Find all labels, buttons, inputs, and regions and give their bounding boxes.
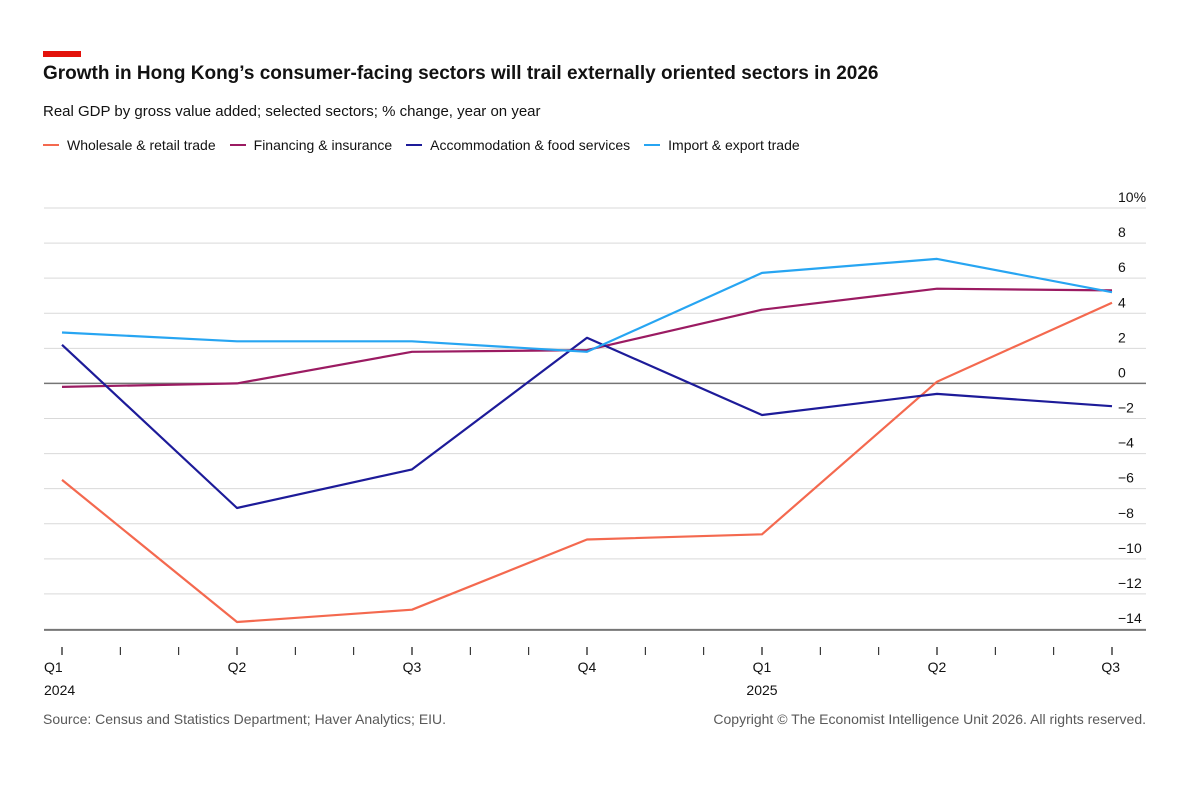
legend-swatch bbox=[406, 144, 423, 146]
y-tick-label: −2 bbox=[1118, 400, 1134, 416]
x-tick-label: Q3 bbox=[1101, 659, 1120, 675]
y-tick-label: 0 bbox=[1118, 364, 1126, 380]
y-tick-label: 2 bbox=[1118, 329, 1126, 345]
y-tick-label: −6 bbox=[1118, 470, 1134, 486]
x-tick-year-label: 2025 bbox=[746, 682, 777, 698]
y-tick-label: −14 bbox=[1118, 610, 1142, 626]
x-tick-label: Q3 bbox=[403, 659, 422, 675]
legend-swatch bbox=[644, 144, 661, 146]
y-axis-ticks: 10% 8 6 4 2 0 −2 −4 −6 −8 −10 −12 −14 bbox=[1118, 189, 1146, 626]
legend-label: Import & export trade bbox=[668, 137, 800, 153]
legend-item: Import & export trade bbox=[644, 137, 800, 153]
legend-label: Wholesale & retail trade bbox=[67, 137, 216, 153]
y-tick-label: −10 bbox=[1118, 540, 1142, 556]
legend-item: Financing & insurance bbox=[229, 137, 393, 153]
y-tick-label: −12 bbox=[1118, 575, 1142, 591]
source-note: Source: Census and Statistics Department… bbox=[43, 711, 447, 727]
y-tick-label: 8 bbox=[1118, 224, 1126, 240]
copyright-note: Copyright © The Economist Intelligence U… bbox=[713, 711, 1146, 727]
accent-bar bbox=[43, 51, 81, 57]
series-line-financing-insurance bbox=[61, 287, 1113, 388]
legend-label: Accommodation & food services bbox=[430, 137, 631, 153]
x-tick-label: Q1 bbox=[44, 659, 63, 675]
y-tick-label: 6 bbox=[1118, 259, 1126, 275]
x-tick-year-label: 2024 bbox=[44, 682, 75, 698]
legend-item: Wholesale & retail trade bbox=[43, 137, 216, 153]
x-tick-label: Q4 bbox=[578, 659, 597, 675]
x-tick-label: Q1 bbox=[753, 659, 772, 675]
series-line-import-export-trade bbox=[61, 257, 1113, 353]
y-tick-label: 10% bbox=[1118, 189, 1146, 205]
gridlines bbox=[44, 207, 1146, 631]
y-tick-label: 4 bbox=[1118, 294, 1126, 310]
series-lines bbox=[61, 257, 1113, 624]
series-line-wholesale-retail-trade bbox=[61, 301, 1113, 624]
x-axis-ticks: Q1 2024 Q2 Q3 Q4 Q1 2025 Q2 Q3 bbox=[44, 647, 1120, 698]
chart-subtitle: Real GDP by gross value added; selected … bbox=[43, 103, 541, 120]
series-line-accommodation-food-services bbox=[61, 336, 1113, 510]
chart-title: Growth in Hong Kong’s consumer-facing se… bbox=[43, 63, 879, 84]
y-tick-label: −4 bbox=[1118, 435, 1134, 451]
legend-swatch bbox=[43, 144, 59, 146]
legend-item: Accommodation & food services bbox=[406, 137, 630, 153]
y-tick-label: −8 bbox=[1118, 505, 1134, 521]
legend: Wholesale & retail trade Financing & insu… bbox=[43, 137, 814, 153]
x-tick-label: Q2 bbox=[928, 659, 947, 675]
legend-swatch bbox=[229, 144, 246, 146]
x-tick-label: Q2 bbox=[228, 659, 247, 675]
legend-label: Financing & insurance bbox=[253, 137, 393, 153]
